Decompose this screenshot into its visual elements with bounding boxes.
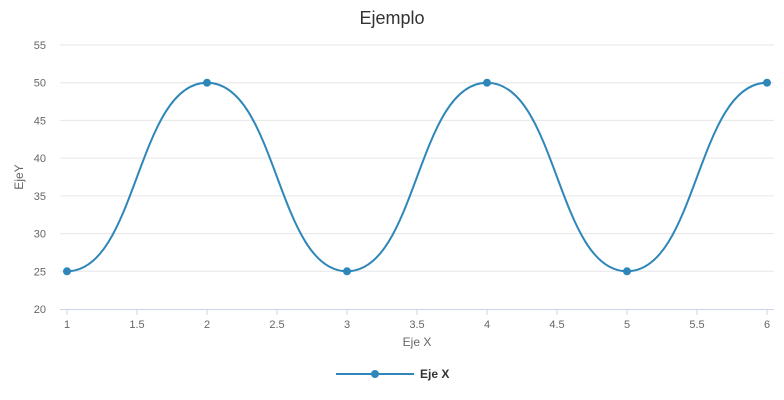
y-tick-label: 45 (34, 115, 46, 127)
y-tick-label: 30 (34, 229, 46, 241)
legend-label[interactable]: Eje X (420, 367, 449, 381)
y-tick-label: 35 (34, 191, 46, 203)
y-tick-label: 25 (34, 266, 46, 278)
x-tick-label: 5 (624, 319, 630, 331)
chart-title: Ejemplo (359, 8, 424, 28)
data-point[interactable] (623, 267, 631, 276)
y-axis-title: EjeY (12, 164, 26, 189)
y-tick-label: 55 (34, 40, 46, 52)
data-point[interactable] (343, 267, 351, 276)
x-tick-label: 1 (64, 319, 70, 331)
data-point[interactable] (63, 267, 71, 276)
y-tick-label: 50 (34, 78, 46, 90)
y-tick-label: 20 (34, 304, 46, 316)
y-tick-label: 40 (34, 153, 46, 165)
x-axis-ticks: 1 1.5 2 2.5 3 3.5 4 4.5 5 5.5 6 (64, 309, 770, 331)
y-axis-ticks: 20 25 30 35 40 45 50 55 (34, 40, 46, 316)
series-layer (63, 78, 771, 276)
gridlines (60, 44, 774, 272)
x-tick-label: 4.5 (549, 319, 564, 331)
x-axis-title: Eje X (403, 335, 432, 349)
x-tick-label: 4 (484, 319, 490, 331)
x-tick-label: 3 (344, 319, 350, 331)
legend-marker-swatch (371, 370, 379, 378)
x-tick-label: 2 (204, 319, 210, 331)
data-point[interactable] (203, 78, 211, 87)
x-tick-label: 6 (764, 319, 770, 331)
data-point[interactable] (483, 78, 491, 87)
series-line (66, 81, 768, 273)
data-point[interactable] (763, 78, 771, 87)
x-tick-label: 1.5 (129, 319, 144, 331)
x-tick-label: 2.5 (269, 319, 284, 331)
x-tick-label: 3.5 (409, 319, 424, 331)
legend[interactable]: Eje X (336, 367, 449, 381)
x-tick-label: 5.5 (689, 319, 704, 331)
